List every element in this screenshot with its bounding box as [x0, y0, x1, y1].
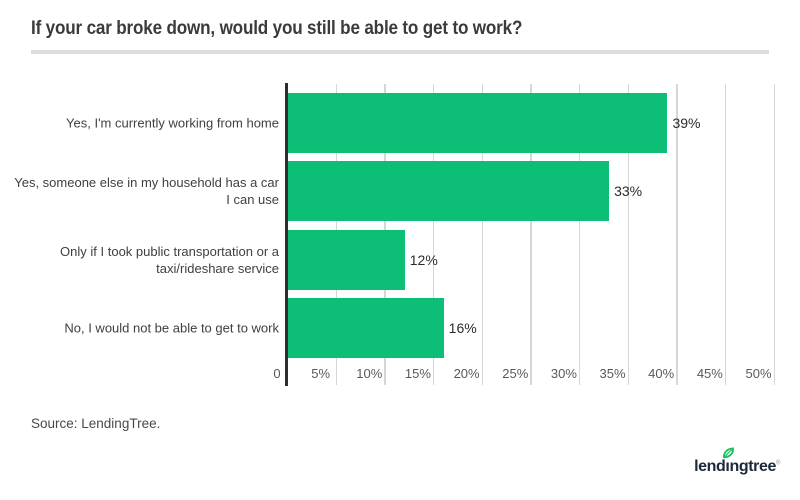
x-tick-label: 40%	[648, 366, 675, 381]
lendingtree-logo: lend ıngtree®	[694, 447, 780, 476]
x-tick-label: 20%	[453, 366, 480, 381]
x-tick-label: 25%	[502, 366, 529, 381]
title-divider	[31, 50, 769, 54]
x-tick-label: 0	[273, 366, 281, 381]
bar-value-label: 16%	[448, 320, 477, 337]
category-label: Yes, someone else in my household has a …	[14, 175, 279, 208]
gridline	[530, 84, 532, 385]
bar-value-label: 39%	[672, 114, 701, 131]
gridline	[578, 84, 581, 385]
category-label: No, I would not be able to get to work	[64, 320, 279, 336]
gridline	[432, 84, 435, 385]
gridline	[481, 84, 484, 385]
category-label: Yes, I'm currently working from home	[66, 115, 279, 131]
y-axis-line	[285, 83, 288, 386]
leaf-icon	[723, 447, 735, 459]
category-label: Only if I took public transportation or …	[60, 243, 279, 276]
bar	[288, 229, 405, 290]
x-tick-label: 45%	[696, 366, 723, 381]
x-tick-label: 35%	[599, 366, 626, 381]
gridline	[773, 84, 775, 385]
chart-title: If your car broke down, would you still …	[31, 18, 523, 39]
bar	[288, 92, 668, 153]
x-tick-label: 15%	[404, 366, 431, 381]
bar	[288, 161, 610, 222]
logo-text-pre: lend	[694, 458, 726, 475]
x-tick-label: 50%	[745, 366, 772, 381]
gridline	[627, 84, 630, 385]
bar-value-label: 33%	[614, 183, 643, 200]
x-tick-label: 5%	[311, 366, 331, 381]
registered-mark: ®	[775, 460, 780, 467]
logo-i: ı	[723, 447, 735, 476]
source-note: Source: LendingTree.	[31, 416, 161, 431]
gridline	[724, 84, 727, 385]
x-tick-label: 30%	[550, 366, 577, 381]
bar	[288, 298, 444, 359]
gridline	[676, 84, 678, 385]
x-tick-label: 10%	[356, 366, 383, 381]
bar-value-label: 12%	[409, 251, 438, 268]
logo-text-post: ngtree	[729, 458, 776, 475]
